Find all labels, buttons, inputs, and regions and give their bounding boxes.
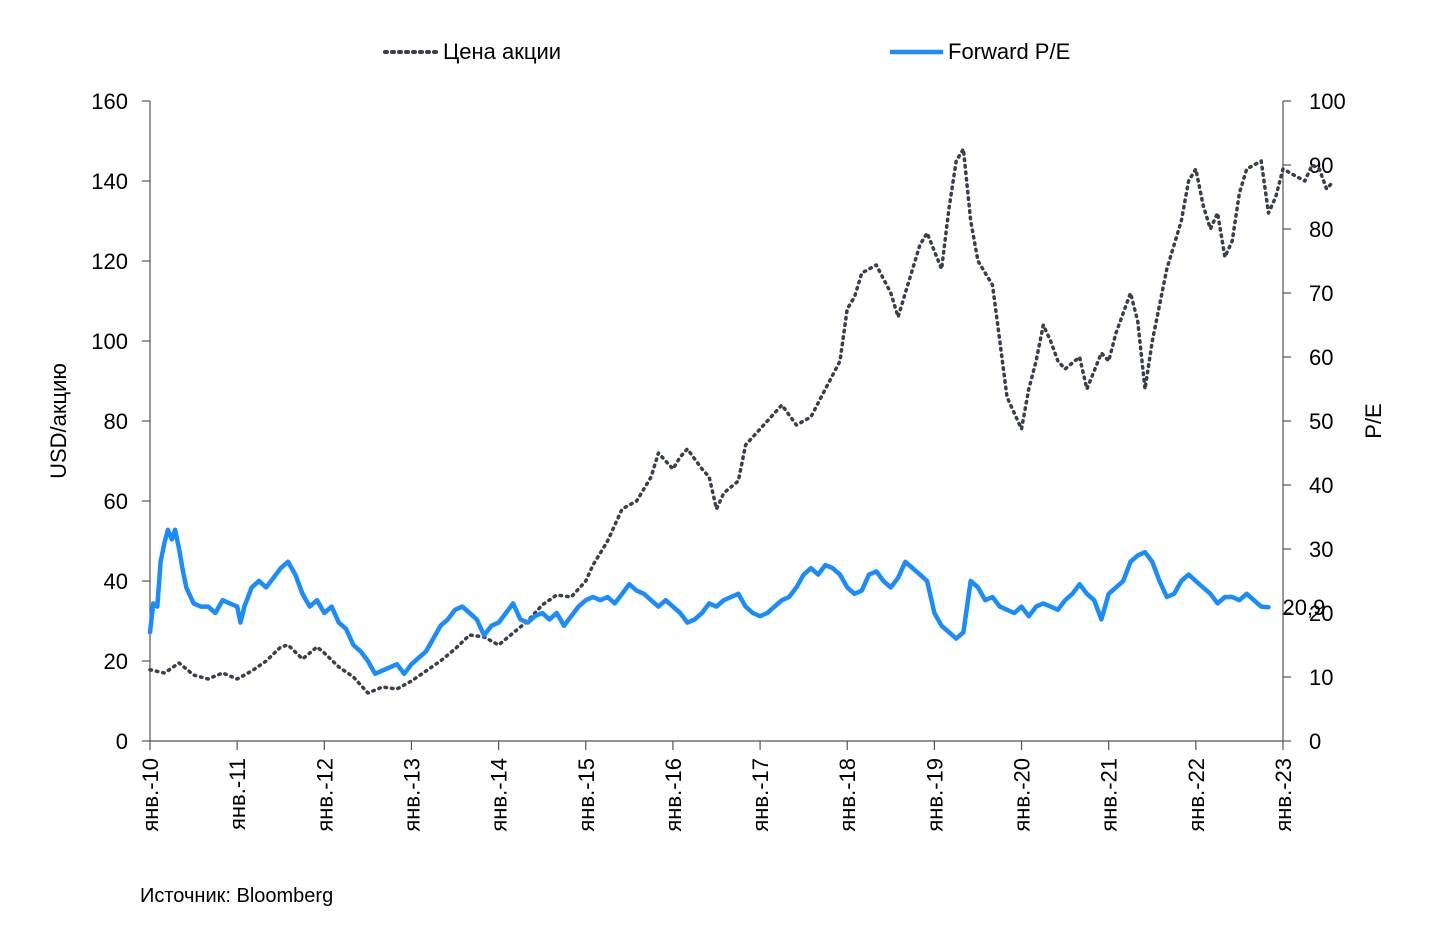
x-tick-label: янв.-21 bbox=[1097, 758, 1122, 832]
y-right-tick-label: 100 bbox=[1309, 89, 1346, 114]
y-left-tick-label: 100 bbox=[91, 329, 128, 354]
series-line-price bbox=[148, 147, 1336, 695]
x-tick-label: янв.-11 bbox=[225, 758, 250, 830]
y-left-tick-label: 80 bbox=[104, 409, 128, 434]
x-tick-label: янв.-12 bbox=[312, 758, 337, 832]
y-right-tick-label: 10 bbox=[1309, 665, 1333, 690]
x-tick-label: янв.-15 bbox=[574, 758, 599, 832]
y-right-tick-label: 60 bbox=[1309, 345, 1333, 370]
left-axis-ticks: 0 20 40 60 80 100 120 140 160 bbox=[91, 89, 150, 754]
y-right-tick-label: 0 bbox=[1309, 729, 1321, 754]
x-tick-label: янв.-17 bbox=[748, 758, 773, 832]
x-tick-label: янв.-20 bbox=[1010, 758, 1035, 832]
y-right-tick-label: 50 bbox=[1309, 409, 1333, 434]
y-right-tick-label: 40 bbox=[1309, 473, 1333, 498]
y-left-tick-label: 0 bbox=[116, 729, 128, 754]
series-line-pe bbox=[147, 527, 1271, 677]
y-right-tick-label: 80 bbox=[1309, 217, 1333, 242]
x-tick-label: янв.-23 bbox=[1271, 758, 1296, 832]
x-tick-label: янв.-14 bbox=[487, 758, 512, 832]
x-axis-ticks: янв.-10 янв.-11 янв.-12 янв.-13 янв.-14 янв.-… bbox=[138, 741, 1296, 832]
y-right-tick-label: 70 bbox=[1309, 281, 1333, 306]
legend-item-pe: Forward P/E bbox=[890, 39, 1070, 64]
x-tick-label: янв.-18 bbox=[835, 758, 860, 832]
y-right-axis-title: P/E bbox=[1361, 403, 1386, 438]
y-right-tick-label: 30 bbox=[1309, 537, 1333, 562]
y-left-tick-label: 60 bbox=[104, 489, 128, 514]
series-layer bbox=[147, 147, 1336, 695]
x-tick-label: янв.-13 bbox=[399, 758, 424, 832]
legend-item-price: Цена акции bbox=[383, 39, 561, 64]
legend-label-pe: Forward P/E bbox=[948, 39, 1070, 64]
pe-end-value-label: 20,9 bbox=[1283, 595, 1326, 620]
y-left-tick-label: 40 bbox=[104, 569, 128, 594]
source-note: Источник: Bloomberg bbox=[140, 885, 334, 907]
x-tick-label: янв.-22 bbox=[1184, 758, 1209, 832]
x-tick-label: янв.-16 bbox=[661, 758, 686, 832]
legend: Цена акции Forward P/E bbox=[383, 39, 1070, 64]
y-left-axis-title: USD/акцию bbox=[46, 363, 71, 479]
y-left-tick-label: 20 bbox=[104, 649, 128, 674]
y-left-tick-label: 120 bbox=[91, 249, 128, 274]
legend-label-price: Цена акции bbox=[443, 39, 561, 64]
x-tick-label: янв.-19 bbox=[922, 758, 947, 832]
y-left-tick-label: 160 bbox=[91, 89, 128, 114]
x-tick-label: янв.-10 bbox=[138, 758, 163, 832]
y-left-tick-label: 140 bbox=[91, 169, 128, 194]
y-right-tick-label: 20 bbox=[1309, 601, 1333, 626]
